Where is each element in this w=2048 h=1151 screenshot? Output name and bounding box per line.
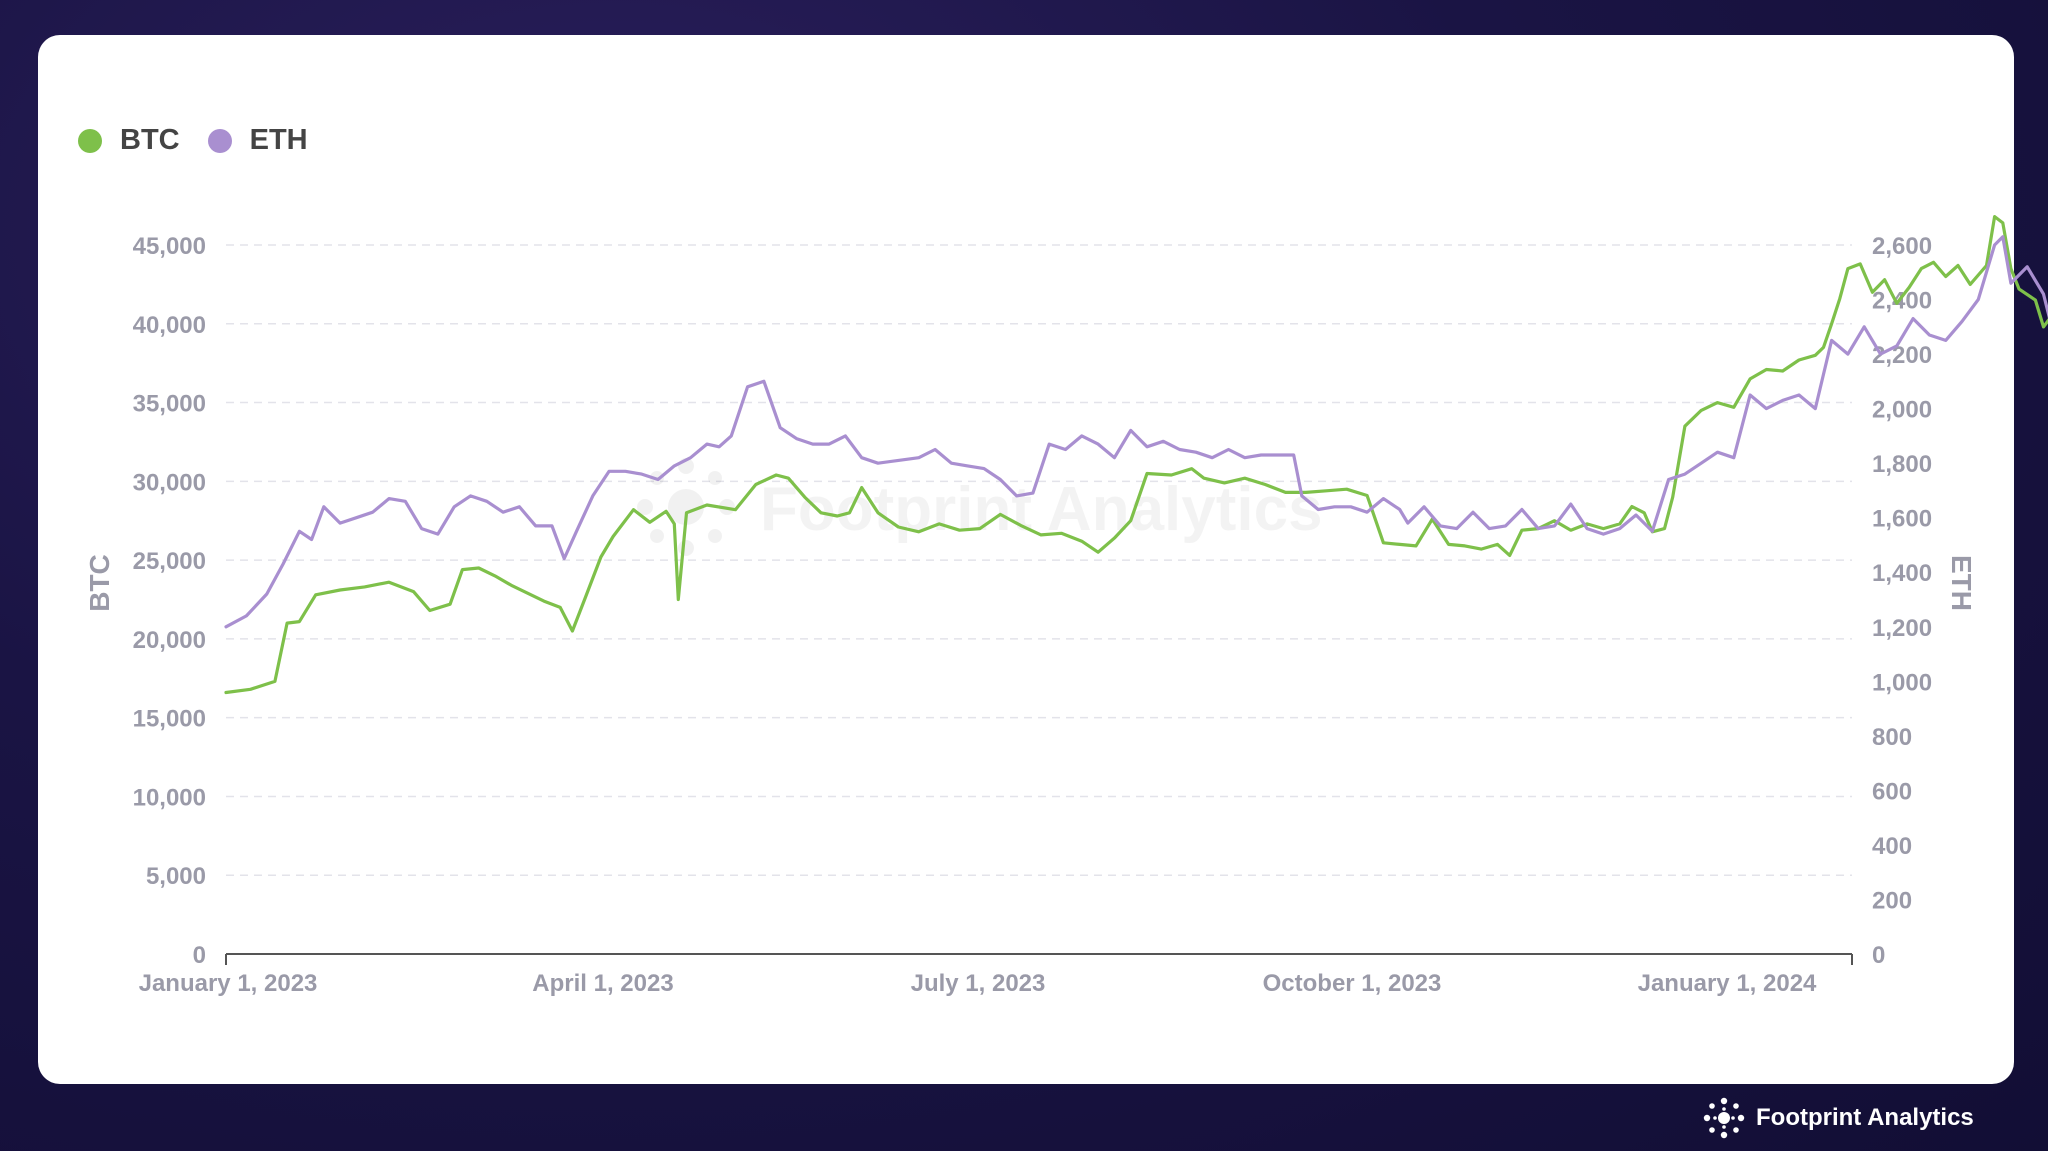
chart-legend: BTC ETH [78, 124, 336, 157]
legend-item-btc[interactable]: BTC [78, 124, 180, 157]
right-tick-label: 1,800 [1872, 451, 1932, 478]
right-tick-label: 2,000 [1872, 397, 1932, 424]
right-tick-label: 1,000 [1872, 669, 1932, 696]
left-axis-title: BTC [84, 554, 115, 612]
left-tick-label: 35,000 [133, 391, 206, 418]
right-tick-label: 2,400 [1872, 288, 1932, 315]
series-group [224, 215, 2048, 695]
right-axis-ticks: 0 200 400 600 800 1,000 1,200 1,400 1,600 1,800 2,… [1872, 233, 1932, 969]
x-tick-label: January 1, 2024 [1638, 970, 1817, 997]
right-tick-label: 200 [1872, 887, 1912, 914]
watermark-text: Footprint Analytics [760, 475, 1323, 544]
left-tick-label: 0 [193, 942, 206, 969]
right-tick-label: 400 [1872, 833, 1912, 860]
legend-item-eth[interactable]: ETH [207, 124, 308, 157]
right-tick-label: 1,400 [1872, 560, 1932, 587]
left-tick-label: 20,000 [133, 627, 206, 654]
series-line-eth [224, 235, 2048, 629]
right-tick-label: 2,600 [1872, 233, 1932, 260]
legend-dot-eth [207, 128, 232, 153]
left-axis-ticks: 0 5,000 10,000 15,000 20,000 25,000 30,000 35,0… [133, 233, 206, 969]
grid-lines [226, 244, 1852, 876]
series-line-btc [224, 215, 2048, 695]
watermark: Footprint Analytics [637, 458, 1323, 556]
x-tick-label: July 1, 2023 [911, 970, 1046, 997]
left-tick-label: 5,000 [146, 863, 206, 890]
footer-brand: Footprint Analytics [1700, 1094, 1974, 1142]
right-tick-label: 0 [1872, 942, 1885, 969]
watermark-logo-icon [637, 458, 735, 556]
right-tick-label: 1,600 [1872, 506, 1932, 533]
footer-brand-label: Footprint Analytics [1756, 1104, 1974, 1131]
left-tick-label: 40,000 [133, 312, 206, 339]
right-tick-label: 600 [1872, 778, 1912, 805]
footprint-logo-icon [1703, 1097, 1745, 1139]
legend-label-eth: ETH [249, 124, 308, 156]
legend-dot-btc [78, 128, 102, 153]
left-tick-label: 25,000 [133, 548, 206, 575]
x-axis: January 1, 2023 April 1, 2023 July 1, 2023… [139, 953, 1853, 997]
x-tick-label: January 1, 2023 [139, 970, 318, 997]
right-tick-label: 2,200 [1872, 342, 1932, 369]
right-axis-title: ETH [1946, 555, 1977, 611]
left-tick-label: 15,000 [133, 706, 206, 733]
left-tick-label: 10,000 [133, 784, 206, 811]
right-tick-label: 800 [1872, 724, 1912, 751]
x-tick-label: October 1, 2023 [1263, 970, 1442, 997]
left-tick-label: 45,000 [133, 233, 206, 260]
left-tick-label: 30,000 [133, 469, 206, 496]
x-tick-label: April 1, 2023 [532, 970, 673, 997]
legend-label-btc: BTC [120, 124, 180, 156]
right-tick-label: 1,200 [1872, 615, 1932, 642]
